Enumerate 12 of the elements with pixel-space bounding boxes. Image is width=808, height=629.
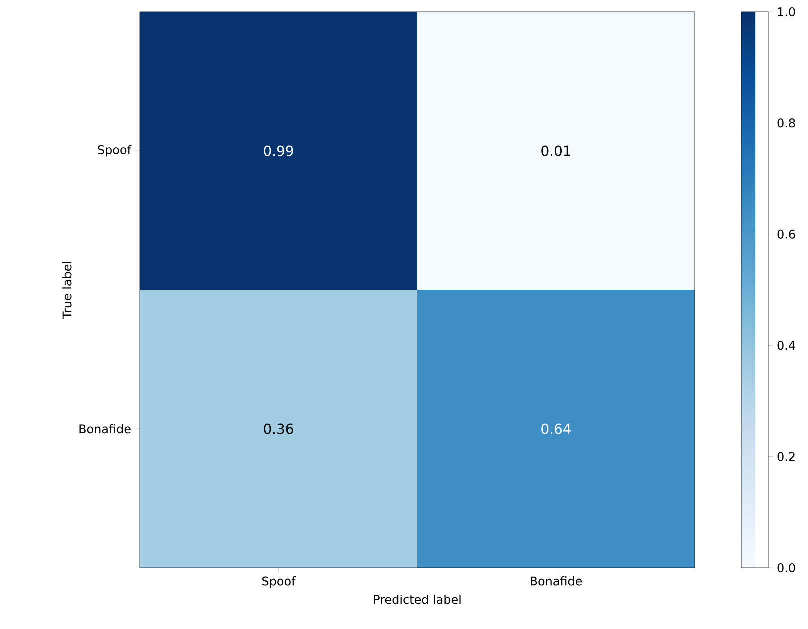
- data-label: 0.36: [264, 424, 294, 434]
- color-bar-label: 0.6: [778, 230, 796, 239]
- color-bar-label: 0.2: [778, 452, 795, 462]
- color-bar-label: 0.4: [778, 341, 796, 350]
- y-axis-title: True label: [62, 262, 72, 320]
- color-bar-label: 0.0: [778, 563, 796, 573]
- data-label: 0.64: [542, 424, 571, 434]
- x-axis-title: Predicted label: [374, 594, 461, 604]
- data-label: 0.01: [542, 146, 570, 156]
- color-bar-label: 0.8: [778, 118, 796, 128]
- color-bar-label: 1.0: [778, 7, 796, 17]
- data-label: 0.99: [264, 146, 294, 156]
